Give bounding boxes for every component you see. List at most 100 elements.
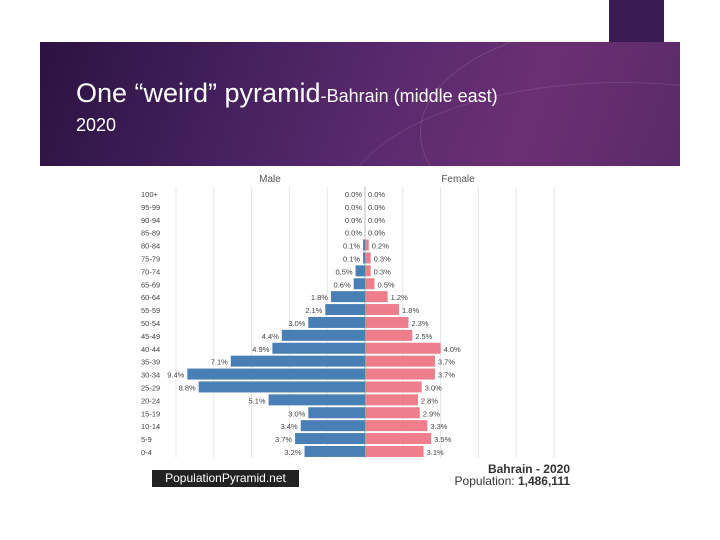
male-bar <box>363 239 365 251</box>
age-label: 85-89 <box>141 229 160 238</box>
female-value-label: 0.0% <box>368 190 385 199</box>
female-bar <box>365 265 371 277</box>
age-label: 55-59 <box>141 306 160 315</box>
female-value-label: 0.2% <box>372 242 389 251</box>
slide-title-main: One “weird” pyramid <box>76 78 321 108</box>
slide-title-year: 2020 <box>76 115 117 136</box>
female-bar <box>365 291 388 303</box>
male-value-label: 4.9% <box>252 345 269 354</box>
age-label: 45-49 <box>141 332 160 341</box>
female-bar <box>365 329 413 341</box>
female-value-label: 2.3% <box>411 319 428 328</box>
female-bar <box>365 394 418 406</box>
female-bar <box>365 304 400 316</box>
slide-title: One “weird” pyramid-Bahrain (middle east… <box>76 78 498 136</box>
age-label: 15-19 <box>141 409 160 418</box>
age-label: 20-24 <box>141 396 160 405</box>
age-label: 100+ <box>141 190 159 199</box>
age-label: 60-64 <box>141 293 160 302</box>
age-label: 75-79 <box>141 254 160 263</box>
male-bar <box>198 381 365 393</box>
female-value-label: 3.1% <box>427 448 444 457</box>
age-label: 80-84 <box>141 242 160 251</box>
male-value-label: 0.0% <box>345 203 362 212</box>
population-label: Population: <box>454 474 515 488</box>
chart-caption: Bahrain - 2020 <box>487 462 570 476</box>
female-bar <box>365 252 371 264</box>
age-label: 0-4 <box>141 448 152 457</box>
male-value-label: 3.0% <box>288 319 305 328</box>
male-header: Male <box>259 174 281 185</box>
male-bar <box>355 265 365 277</box>
male-value-label: 0.0% <box>345 229 362 238</box>
male-bar <box>325 304 365 316</box>
populationpyramid-logo: PopulationPyramid.net <box>152 470 299 487</box>
male-bar <box>230 355 365 367</box>
male-value-label: 2.1% <box>305 306 322 315</box>
female-bar <box>365 278 375 290</box>
male-bar <box>295 433 365 445</box>
female-value-label: 0.5% <box>377 280 394 289</box>
age-label: 65-69 <box>141 280 160 289</box>
age-label: 10-14 <box>141 422 160 431</box>
age-label: 70-74 <box>141 267 160 276</box>
male-bar <box>268 394 365 406</box>
female-bar <box>365 445 424 457</box>
age-label: 40-44 <box>141 345 160 354</box>
male-bar <box>308 316 365 328</box>
female-value-label: 1.2% <box>391 293 408 302</box>
age-label: 95-99 <box>141 203 160 212</box>
female-bar <box>365 355 435 367</box>
female-value-label: 0.3% <box>374 267 391 276</box>
male-value-label: 1.8% <box>311 293 328 302</box>
male-bar <box>330 291 365 303</box>
age-label: 90-94 <box>141 216 160 225</box>
female-bar <box>365 433 432 445</box>
male-value-label: 3.7% <box>275 435 292 444</box>
male-value-label: 5.1% <box>249 396 266 405</box>
male-bar <box>281 329 365 341</box>
female-value-label: 2.8% <box>421 396 438 405</box>
female-value-label: 3.7% <box>438 358 455 367</box>
male-value-label: 0.0% <box>345 190 362 199</box>
male-value-label: 0.0% <box>345 216 362 225</box>
female-value-label: 0.3% <box>374 254 391 263</box>
male-value-label: 0.5% <box>335 267 352 276</box>
male-value-label: 3.0% <box>288 409 305 418</box>
female-value-label: 0.0% <box>368 216 385 225</box>
male-value-label: 4.4% <box>262 332 279 341</box>
male-bar <box>353 278 365 290</box>
male-value-label: 7.1% <box>211 358 228 367</box>
female-value-label: 3.0% <box>425 383 442 392</box>
age-label: 5-9 <box>141 435 152 444</box>
female-value-label: 1.8% <box>402 306 419 315</box>
female-header: Female <box>441 174 475 185</box>
age-label: 50-54 <box>141 319 160 328</box>
female-bar <box>365 407 420 419</box>
male-value-label: 3.2% <box>284 448 301 457</box>
female-value-label: 0.0% <box>368 229 385 238</box>
male-value-label: 0.6% <box>334 280 351 289</box>
male-bar <box>187 368 365 380</box>
male-value-label: 9.4% <box>167 371 184 380</box>
female-bar <box>365 239 369 251</box>
female-bar <box>365 420 428 432</box>
female-value-label: 4.0% <box>444 345 461 354</box>
male-bar <box>272 342 365 354</box>
male-bar <box>304 445 365 457</box>
female-value-label: 2.9% <box>423 409 440 418</box>
male-bar <box>308 407 365 419</box>
female-value-label: 0.0% <box>368 203 385 212</box>
female-bar <box>365 342 441 354</box>
age-label: 25-29 <box>141 383 160 392</box>
age-label: 30-34 <box>141 371 160 380</box>
population-pyramid-chart: 100+ 0.0% 0.0% 95-99 0.0% 0.0% 90-94 0.0% 0.0% 85… <box>141 174 555 458</box>
male-bar <box>363 252 365 264</box>
female-bar <box>365 368 435 380</box>
male-value-label: 3.4% <box>281 422 298 431</box>
female-value-label: 3.7% <box>438 371 455 380</box>
population-caption: Population: 1,486,111 <box>430 474 570 488</box>
title-banner <box>40 42 680 166</box>
male-value-label: 8.8% <box>179 383 196 392</box>
female-value-label: 3.5% <box>434 435 451 444</box>
